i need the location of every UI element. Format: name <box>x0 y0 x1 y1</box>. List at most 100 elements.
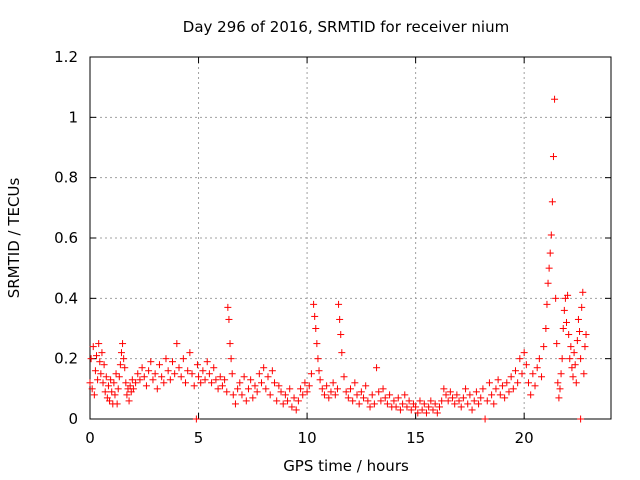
data-point <box>444 397 452 405</box>
data-point <box>577 355 585 363</box>
data-point <box>562 318 570 326</box>
data-point <box>540 343 548 351</box>
data-point <box>399 400 407 408</box>
data-point <box>405 397 413 405</box>
data-point <box>297 385 305 393</box>
data-point <box>312 325 320 332</box>
data-point <box>527 391 535 399</box>
data-point <box>475 400 483 408</box>
data-point <box>414 409 422 417</box>
data-point <box>244 385 252 393</box>
data-point <box>201 376 209 384</box>
data-point <box>569 373 577 381</box>
data-point <box>548 198 556 206</box>
data-point <box>227 355 235 363</box>
data-point <box>464 400 472 408</box>
data-point <box>568 364 576 372</box>
data-point <box>507 373 515 381</box>
data-point <box>305 382 313 390</box>
data-point <box>418 406 426 414</box>
data-point <box>505 388 513 396</box>
data-point <box>401 391 409 399</box>
data-point <box>542 325 550 332</box>
data-point <box>453 391 461 399</box>
y-tick-label: 0 <box>68 410 78 428</box>
data-point <box>275 382 283 390</box>
data-point <box>558 355 566 363</box>
data-point <box>229 391 237 399</box>
data-point <box>186 349 194 357</box>
data-point <box>262 385 270 393</box>
data-point <box>554 379 562 387</box>
data-point <box>547 231 555 239</box>
data-point <box>492 385 500 393</box>
data-point <box>336 315 344 323</box>
data-point <box>203 358 211 366</box>
data-point <box>142 382 150 390</box>
data-point <box>140 373 148 381</box>
data-point <box>553 340 561 348</box>
data-point <box>234 385 242 393</box>
data-point <box>455 397 463 405</box>
data-point <box>511 367 519 375</box>
data-point <box>390 397 398 405</box>
data-point <box>490 400 498 408</box>
data-point <box>164 367 172 375</box>
data-point <box>520 349 528 357</box>
data-point <box>242 397 250 405</box>
data-point <box>313 340 321 348</box>
data-point <box>360 394 368 402</box>
data-point <box>96 358 104 366</box>
data-point <box>292 406 300 414</box>
data-point <box>538 373 546 381</box>
data-point <box>546 249 554 257</box>
data-point <box>260 364 268 372</box>
data-point <box>457 403 465 411</box>
data-point <box>231 400 239 408</box>
data-point <box>100 361 108 369</box>
data-point <box>573 337 581 345</box>
data-point <box>549 153 557 161</box>
data-point <box>88 385 96 393</box>
data-point <box>544 279 552 287</box>
data-point <box>228 370 236 378</box>
data-point <box>171 370 179 378</box>
data-point <box>122 379 130 387</box>
data-point <box>212 376 220 384</box>
data-point <box>449 394 457 402</box>
data-point <box>353 391 361 399</box>
data-point <box>89 343 97 351</box>
data-point <box>462 385 470 393</box>
data-point <box>226 340 234 348</box>
data-point <box>501 394 509 402</box>
data-point <box>557 370 565 378</box>
data-point <box>488 391 496 399</box>
data-point <box>93 352 101 360</box>
data-point <box>416 397 424 405</box>
data-point <box>498 382 506 390</box>
data-point <box>290 394 298 402</box>
x-tick-label: 0 <box>85 429 95 447</box>
data-point <box>253 388 261 396</box>
data-point <box>364 397 372 405</box>
data-point <box>136 376 144 384</box>
data-point <box>551 95 559 103</box>
data-point <box>483 397 491 405</box>
data-point <box>318 385 326 393</box>
data-point <box>199 367 207 375</box>
data-point <box>97 370 105 378</box>
data-point <box>288 403 296 411</box>
data-point <box>440 385 448 393</box>
data-point <box>138 364 146 372</box>
data-point <box>184 367 192 375</box>
data-point <box>145 367 153 375</box>
data-point <box>338 349 346 357</box>
data-point <box>518 370 526 378</box>
grid <box>89 56 611 420</box>
data-point <box>572 379 580 387</box>
data-point <box>368 391 376 399</box>
data-points <box>86 95 590 423</box>
data-point <box>251 382 259 390</box>
data-point <box>87 355 95 363</box>
